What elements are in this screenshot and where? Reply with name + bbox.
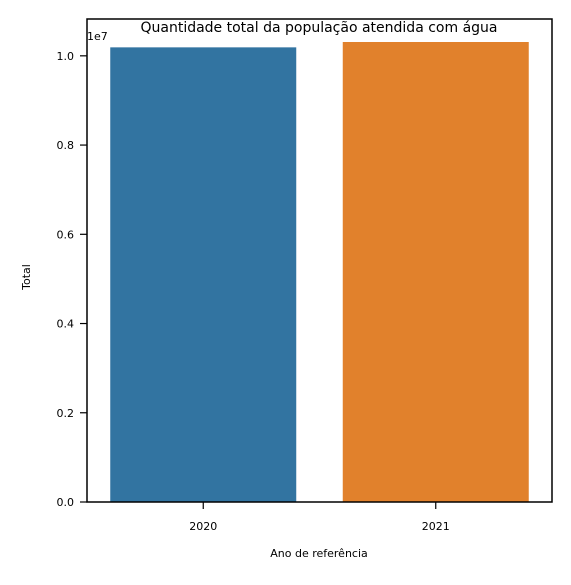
bar-2021 <box>342 42 529 502</box>
x-axis-label: Ano de referência <box>270 547 368 560</box>
y-axis-offset-label: 1e7 <box>87 30 108 43</box>
bar-2020 <box>110 47 297 502</box>
y-axis-label: Total <box>20 264 33 291</box>
y-tick-label-5: 1.0 <box>57 50 75 63</box>
x-tick-label-2020: 2020 <box>189 520 217 533</box>
y-tick-label-4: 0.8 <box>57 139 75 152</box>
x-tick-label-2021: 2021 <box>422 520 450 533</box>
plot-frame <box>86 18 553 503</box>
y-tick-label-2: 0.4 <box>57 318 75 331</box>
bars-layer <box>110 42 529 502</box>
y-ticks-layer: 0.0 0.2 0.4 0.6 0.8 1.0 <box>57 50 87 509</box>
y-tick-label-1: 0.2 <box>57 407 75 420</box>
y-tick-label-3: 0.6 <box>57 228 75 241</box>
y-tick-label-0: 0.0 <box>57 496 75 509</box>
chart-title: Quantidade total da população atendida c… <box>140 20 497 36</box>
x-ticks-layer: 2020 2021 <box>189 502 450 533</box>
